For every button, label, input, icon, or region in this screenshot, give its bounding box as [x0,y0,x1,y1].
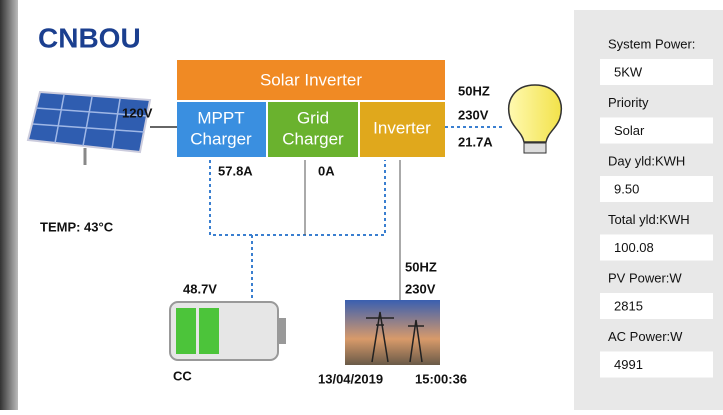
output-frequency: 50HZ [458,83,490,98]
solar-panel [28,92,150,165]
date: 13/04/2019 [318,371,383,386]
pv-voltage: 120V [122,105,153,120]
battery-mode: CC [173,368,192,383]
grid-voltage: 230V [405,281,436,296]
field-value: 5KW [614,64,643,79]
output-voltage: 230V [458,107,489,122]
temperature: TEMP: 43°C [40,219,114,234]
field-value: 4991 [614,357,643,372]
field-label: PV Power:W [608,270,682,285]
power-tower [345,300,440,365]
inverter-title: Solar Inverter [260,70,362,89]
field-value: 2815 [614,298,643,313]
logo: CNBOU [38,22,141,53]
battery-voltage: 48.7V [183,281,217,296]
field-value: 9.50 [614,181,639,196]
screen-edge [0,0,18,410]
output-current: 21.7A [458,134,493,149]
field-value: 100.08 [614,240,654,255]
battery [170,302,286,360]
field-label: Total yld:KWH [608,212,690,227]
block-label: MPPT [197,108,244,127]
block-label: Grid [297,108,329,127]
field-value: Solar [614,123,645,138]
block-label: Charger [190,129,252,148]
mppt-current: 57.8A [218,163,253,178]
bulb [509,85,562,153]
inverter-screen: CNBOU 120V Solar Inverter MPPT Charger G… [0,0,723,410]
field-label: System Power: [608,36,695,51]
grid-current: 0A [318,163,335,178]
block-label: Charger [282,129,344,148]
block-label: Inverter [373,118,431,137]
time: 15:00:36 [415,371,467,386]
field-label: AC Power:W [608,329,683,344]
field-label: Day yld:KWH [608,153,685,168]
field-label: Priority [608,95,649,110]
grid-frequency: 50HZ [405,259,437,274]
